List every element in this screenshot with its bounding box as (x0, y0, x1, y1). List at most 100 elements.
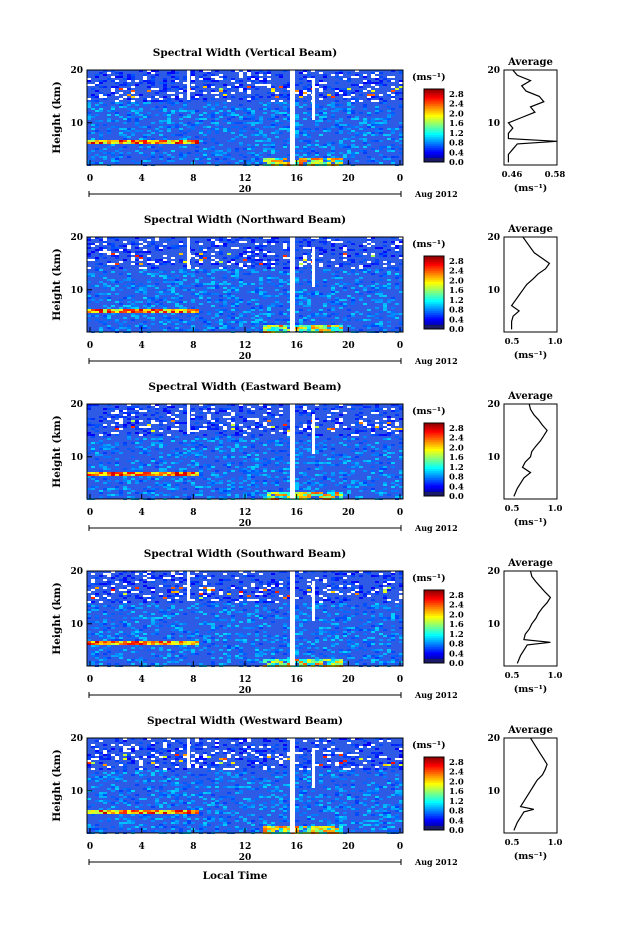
gap-cell (263, 424, 267, 426)
gap-cell (255, 243, 259, 245)
heatmap-cell (335, 297, 339, 299)
heatmap-cell (219, 436, 223, 438)
heatmap-cell (211, 277, 215, 279)
colorbar-frame (423, 88, 445, 163)
heatmap-cell (327, 458, 331, 460)
heatmap-cell (307, 158, 311, 160)
colorbar-swatch (424, 129, 444, 132)
heatmap-cell (271, 313, 275, 315)
heatmap-cell (263, 496, 267, 498)
heatmap-cell (171, 122, 175, 124)
colorbar-swatch (424, 277, 444, 281)
heatmap-cell (295, 130, 299, 132)
heatmap-cell (315, 464, 319, 466)
heatmap-cell (295, 297, 299, 299)
heatmap-cell (179, 142, 183, 144)
heatmap-cell (231, 303, 235, 305)
gap-cell (171, 96, 175, 98)
heatmap-cell (115, 422, 119, 424)
heatmap-cell (199, 317, 203, 319)
heatmap-cell (279, 327, 283, 329)
heatmap-cell (243, 251, 247, 253)
heatmap-cell (207, 486, 211, 488)
heatmap-cell (87, 476, 91, 478)
heatmap-cell (123, 285, 127, 287)
heatmap-cell (147, 309, 151, 311)
gap-cell (239, 424, 243, 426)
heatmap-cell (279, 488, 283, 490)
gap-cell (231, 587, 235, 589)
gap-cell (375, 412, 379, 414)
gap-cell (355, 434, 359, 436)
heatmap-cell (227, 492, 231, 494)
heatmap-cell (327, 162, 331, 164)
heatmap-cell (123, 309, 127, 311)
average-profile-line (513, 403, 548, 497)
heatmap-cell (335, 126, 339, 128)
heatmap-cell (287, 120, 291, 122)
heatmap-cell (159, 311, 163, 313)
heatmap-cell (279, 311, 283, 313)
heatmap-cell (259, 309, 263, 311)
heatmap-cell (387, 80, 391, 82)
heatmap-cell (331, 253, 335, 255)
heatmap-cell (371, 285, 375, 287)
heatmap-cell (207, 466, 211, 468)
heatmap-cell (171, 406, 175, 408)
heatmap-cell (211, 480, 215, 482)
heatmap-cell (231, 424, 235, 426)
heatmap-cell (195, 426, 199, 428)
heatmap-cell (147, 432, 151, 434)
heatmap-cell (95, 293, 99, 295)
heatmap-cell (183, 245, 187, 247)
gap-cell (179, 575, 183, 577)
heatmap-cell (139, 408, 143, 410)
heatmap-cell (367, 444, 371, 446)
heatmap-cell (259, 70, 263, 72)
heatmap-cell (307, 440, 311, 442)
heatmap-cell (135, 315, 139, 317)
heatmap-cell (143, 311, 147, 313)
heatmap-cell (263, 470, 267, 472)
heatmap-cell (339, 130, 343, 132)
gap-cell (231, 412, 235, 414)
heatmap-cell (223, 102, 227, 104)
gap-cell (111, 412, 115, 414)
heatmap-cell (299, 241, 303, 243)
heatmap-cell (267, 589, 271, 591)
heatmap-cell (243, 486, 247, 488)
heatmap-cell (399, 142, 403, 144)
colorbar-swatch (424, 256, 444, 259)
heatmap-cell (319, 134, 323, 136)
heatmap-cell (135, 259, 139, 261)
heatmap-cell (203, 106, 207, 108)
heatmap-cell (167, 482, 171, 484)
heatmap-cell (255, 484, 259, 486)
heatmap-cell (155, 283, 159, 285)
heatmap-cell (199, 442, 203, 444)
gap-cell (303, 247, 307, 249)
heatmap-cell (103, 446, 107, 448)
heatmap-cell (255, 579, 259, 581)
heatmap-cell (387, 315, 391, 317)
heatmap-cell (223, 299, 227, 301)
heatmap-cell (267, 241, 271, 243)
heatmap-cell (247, 257, 251, 259)
heatmap-cell (239, 253, 243, 255)
heatmap-cell (151, 140, 155, 142)
heatmap-cell (223, 114, 227, 116)
heatmap-cell (323, 269, 327, 271)
heatmap-cell (115, 120, 119, 122)
heatmap-cell (135, 255, 139, 257)
heatmap-cell (343, 319, 347, 321)
colorbar-swatch (424, 112, 444, 116)
heatmap-cell (127, 436, 131, 438)
heatmap-cell (379, 329, 383, 331)
heatmap-cell (103, 591, 107, 593)
heatmap-cell (271, 162, 275, 164)
heatmap-cell (155, 259, 159, 261)
gap-cell (111, 571, 115, 573)
heatmap-cell (223, 269, 227, 271)
heatmap-cell (255, 466, 259, 468)
heatmap-cell (159, 315, 163, 317)
